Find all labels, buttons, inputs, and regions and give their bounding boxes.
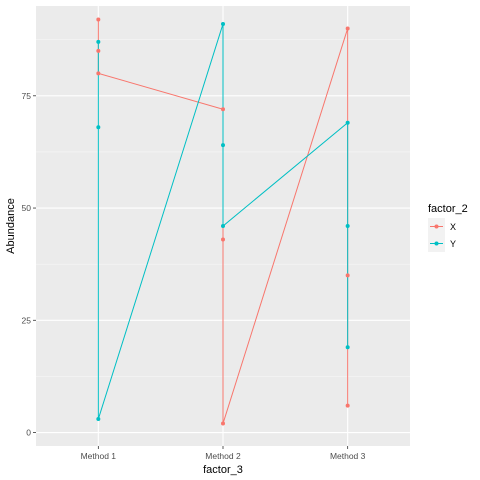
legend-title: factor_2 <box>428 203 468 215</box>
y-tick-label: 50 <box>22 203 32 213</box>
legend: factor_2 XY <box>428 203 468 252</box>
data-point-X <box>221 107 225 112</box>
x-tick-label: Method 3 <box>330 451 366 461</box>
legend-key-point-Y <box>434 241 439 246</box>
x-axis-title: factor_3 <box>203 464 243 476</box>
data-point-Y <box>345 345 350 350</box>
data-point-X <box>345 403 350 408</box>
data-point-X <box>345 273 350 278</box>
y-tick-label: 75 <box>22 91 32 101</box>
x-tick-label: Method 1 <box>81 451 117 461</box>
data-point-Y <box>96 125 101 130</box>
data-point-X <box>96 17 101 22</box>
data-point-X <box>96 71 101 76</box>
data-point-Y <box>96 417 101 422</box>
y-tick-label: 0 <box>26 428 31 438</box>
data-point-Y <box>221 143 225 148</box>
data-point-Y <box>96 39 101 44</box>
y-axis-title: Abundance <box>5 198 17 254</box>
x-axis: Method 1 Method 2 Method 3 <box>81 446 366 461</box>
data-point-X <box>221 237 225 242</box>
data-point-X <box>221 421 225 426</box>
series-layer <box>96 17 350 426</box>
y-tick-label: 25 <box>22 315 32 325</box>
y-axis: 0 25 50 75 <box>22 91 36 438</box>
legend-label-Y: Y <box>450 239 456 249</box>
data-point-X <box>96 48 101 53</box>
data-point-Y <box>345 120 350 125</box>
x-tick-label: Method 2 <box>205 451 241 461</box>
data-point-Y <box>345 224 350 228</box>
data-point-X <box>345 26 350 31</box>
data-point-Y <box>221 21 225 26</box>
data-point-Y <box>221 224 225 228</box>
legend-label-X: X <box>450 222 456 232</box>
legend-key-point-X <box>434 224 439 229</box>
